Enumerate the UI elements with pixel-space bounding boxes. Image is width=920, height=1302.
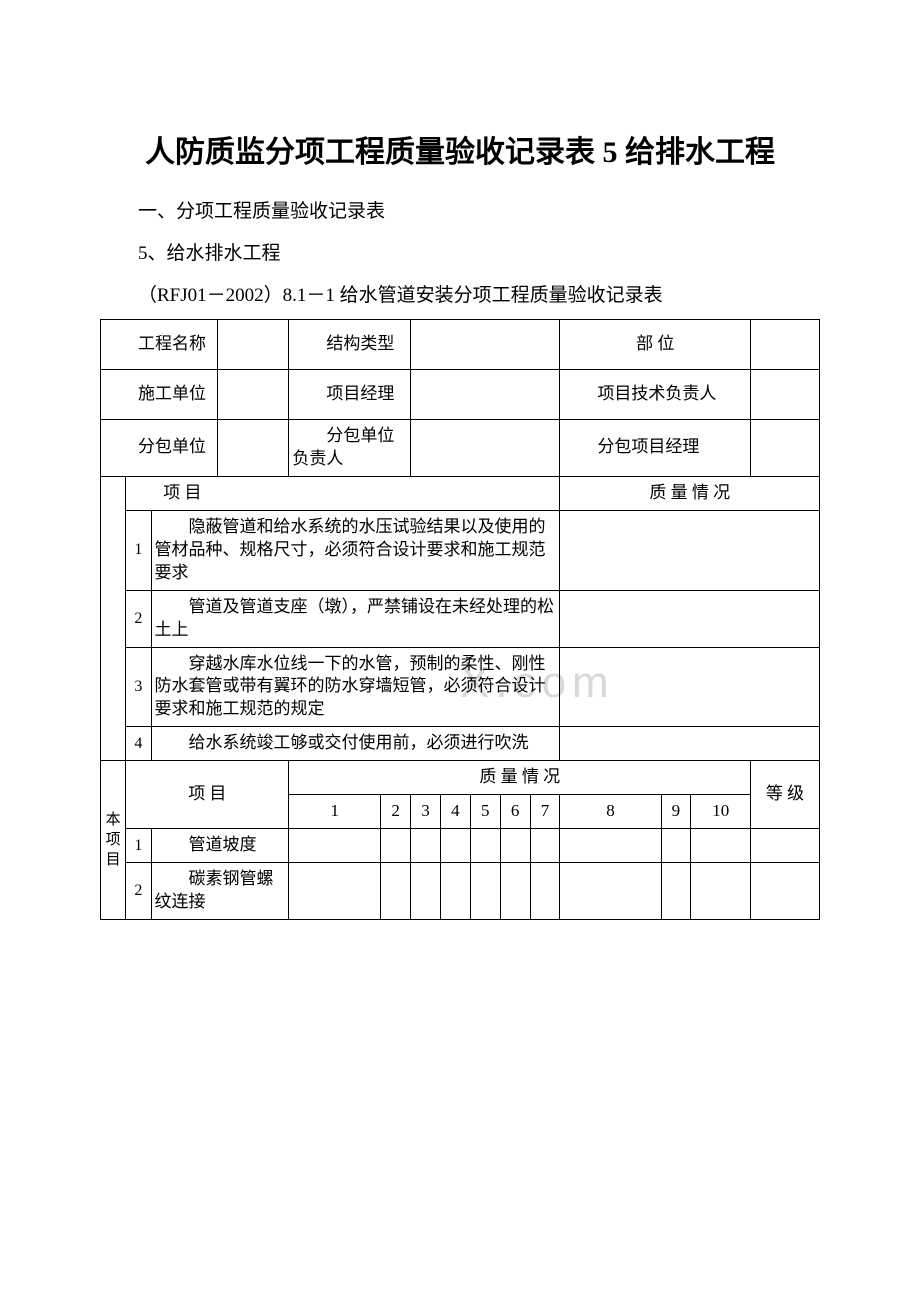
s2-q1-4 xyxy=(440,829,470,863)
s2-num-1: 1 xyxy=(126,829,151,863)
col-header-grade: 等 级 xyxy=(751,761,820,829)
item-text-2: 管道及管道支座（墩），严禁铺设在未经处理的松土上 xyxy=(151,590,560,647)
item-quality-4 xyxy=(560,727,820,761)
value-structure-type xyxy=(411,320,560,370)
paragraph-3: （RFJ01－2002）8.1－1 给水管道安装分项工程质量验收记录表 xyxy=(100,277,820,315)
s2-q1-9 xyxy=(661,829,691,863)
header-row-3: 分包单位 分包单位负责人 分包项目经理 xyxy=(101,420,820,477)
qnum-7: 7 xyxy=(530,795,560,829)
header-row-2: 施工单位 项目经理 项目技术负责人 xyxy=(101,370,820,420)
s2-q2-1 xyxy=(289,863,381,920)
value-project-name xyxy=(218,320,289,370)
s2-q2-2 xyxy=(381,863,411,920)
value-position xyxy=(751,320,820,370)
qnum-5: 5 xyxy=(470,795,500,829)
qnum-3: 3 xyxy=(411,795,441,829)
item-num-1: 1 xyxy=(126,510,151,590)
col-header-item: 项 目 xyxy=(126,476,560,510)
label-sub-lead: 分包单位负责人 xyxy=(289,420,411,477)
s2-q2-6 xyxy=(500,863,530,920)
paragraph-1: 一、分项工程质量验收记录表 xyxy=(100,193,820,231)
item-text-3: 穿越水库水位线一下的水管，预制的柔性、刚性防水套管或带有翼环的防水穿墙短管，必须… xyxy=(151,647,560,727)
s2-text-1: 管道坡度 xyxy=(151,829,289,863)
section2-header-row: 本项目 项 目 质 量 情 况 等 级 xyxy=(101,761,820,795)
label-tech-lead: 项目技术负责人 xyxy=(560,370,751,420)
item-num-2: 2 xyxy=(126,590,151,647)
s2-num-2: 2 xyxy=(126,863,151,920)
value-subcontract-unit xyxy=(218,420,289,477)
item-quality-1 xyxy=(560,510,820,590)
s2-q1-2 xyxy=(381,829,411,863)
item-text-4: 给水系统竣工够或交付使用前，必须进行吹洗 xyxy=(151,727,560,761)
document-title: 人防质监分项工程质量验收记录表 5 给排水工程 xyxy=(100,130,820,175)
col-header-quality: 质 量 情 况 xyxy=(560,476,820,510)
label-structure-type: 结构类型 xyxy=(289,320,411,370)
vertical-label-2: 本项目 xyxy=(101,761,126,920)
qnum-4: 4 xyxy=(440,795,470,829)
item-row-1: 1 隐蔽管道和给水系统的水压试验结果以及使用的管材品种、规格尺寸，必须符合设计要… xyxy=(101,510,820,590)
value-sub-lead xyxy=(411,420,560,477)
s2-q1-1 xyxy=(289,829,381,863)
header-row-1: 工程名称 结构类型 部 位 xyxy=(101,320,820,370)
section-header-1: 项 目 质 量 情 况 xyxy=(101,476,820,510)
item-quality-2 xyxy=(560,590,820,647)
value-project-manager xyxy=(411,370,560,420)
section2-row-1: 1 管道坡度 xyxy=(101,829,820,863)
qnum-8: 8 xyxy=(560,795,661,829)
item-quality-3 xyxy=(560,647,820,727)
col-header-item-2: 项 目 xyxy=(126,761,289,829)
value-sub-pm xyxy=(751,420,820,477)
qnum-1: 1 xyxy=(289,795,381,829)
inspection-table: 工程名称 结构类型 部 位 施工单位 项目经理 项目技术负责人 分包单位 分包单… xyxy=(100,319,820,920)
qnum-2: 2 xyxy=(381,795,411,829)
value-construct-unit xyxy=(218,370,289,420)
item-text-1: 隐蔽管道和给水系统的水压试验结果以及使用的管材品种、规格尺寸，必须符合设计要求和… xyxy=(151,510,560,590)
s2-q1-3 xyxy=(411,829,441,863)
item-row-2: 2 管道及管道支座（墩），严禁铺设在未经处理的松土上 xyxy=(101,590,820,647)
s2-q2-3 xyxy=(411,863,441,920)
label-construct-unit: 施工单位 xyxy=(101,370,218,420)
vertical-label-1 xyxy=(101,476,126,760)
s2-q2-4 xyxy=(440,863,470,920)
qnum-6: 6 xyxy=(500,795,530,829)
item-num-3: 3 xyxy=(126,647,151,727)
label-sub-pm: 分包项目经理 xyxy=(560,420,751,477)
s2-grade-1 xyxy=(751,829,820,863)
s2-q2-8 xyxy=(560,863,661,920)
s2-q2-10 xyxy=(691,863,751,920)
s2-text-2: 碳素钢管螺纹连接 xyxy=(151,863,289,920)
paragraph-2: 5、给水排水工程 xyxy=(100,235,820,273)
item-num-4: 4 xyxy=(126,727,151,761)
s2-q2-5 xyxy=(470,863,500,920)
s2-q1-6 xyxy=(500,829,530,863)
item-row-4: 4 给水系统竣工够或交付使用前，必须进行吹洗 xyxy=(101,727,820,761)
s2-q1-8 xyxy=(560,829,661,863)
section2-row-2: 2 碳素钢管螺纹连接 xyxy=(101,863,820,920)
label-project-name: 工程名称 xyxy=(101,320,218,370)
label-project-manager: 项目经理 xyxy=(289,370,411,420)
label-subcontract-unit: 分包单位 xyxy=(101,420,218,477)
s2-q1-7 xyxy=(530,829,560,863)
label-position: 部 位 xyxy=(560,320,751,370)
s2-q2-7 xyxy=(530,863,560,920)
s2-q1-5 xyxy=(470,829,500,863)
qnum-9: 9 xyxy=(661,795,691,829)
qnum-10: 10 xyxy=(691,795,751,829)
s2-grade-2 xyxy=(751,863,820,920)
value-tech-lead xyxy=(751,370,820,420)
col-header-quality-2: 质 量 情 况 xyxy=(289,761,751,795)
s2-q2-9 xyxy=(661,863,691,920)
s2-q1-10 xyxy=(691,829,751,863)
item-row-3: 3 穿越水库水位线一下的水管，预制的柔性、刚性防水套管或带有翼环的防水穿墙短管，… xyxy=(101,647,820,727)
